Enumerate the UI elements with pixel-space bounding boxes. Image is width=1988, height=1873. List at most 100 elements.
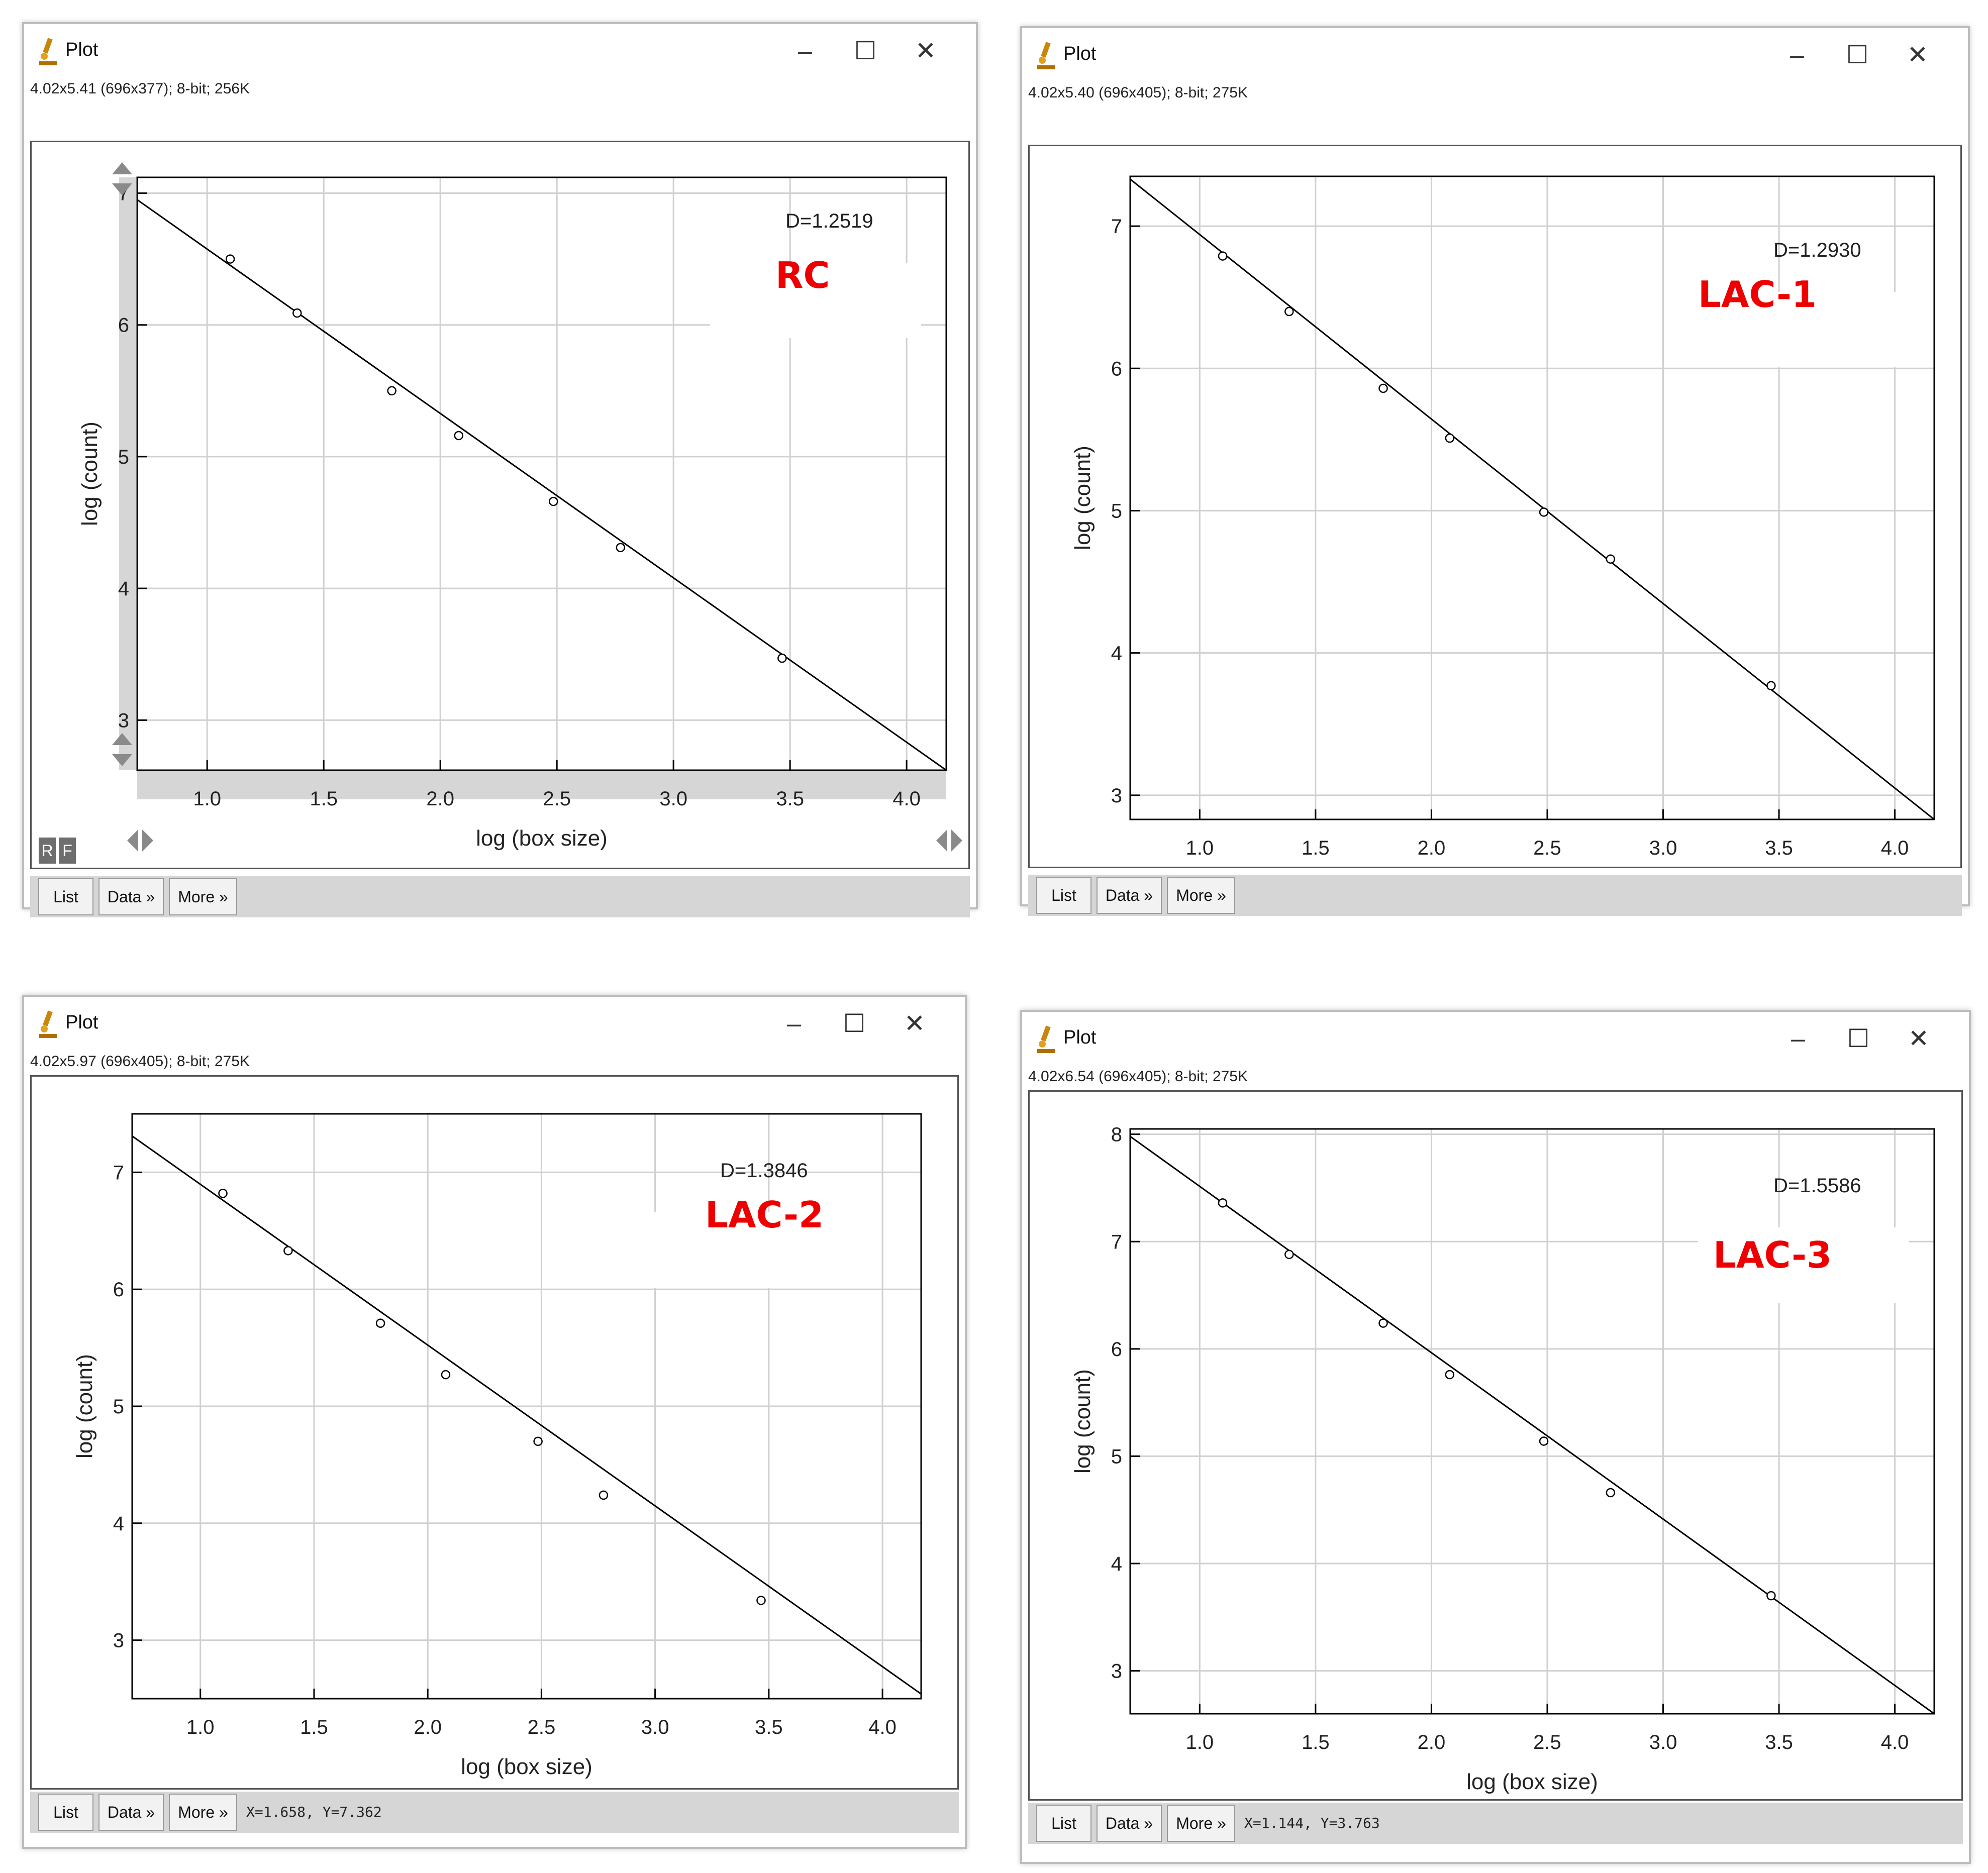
y-scroll-track[interactable] <box>119 177 136 770</box>
plot-frame <box>1129 1128 1935 1715</box>
y-zoom-in-arrow[interactable] <box>112 162 132 174</box>
image-info: 4.02x5.41 (696x377); 8-bit; 256K <box>30 80 250 97</box>
plot-canvas[interactable]: 1.0 1.5 2.0 2.5 3.0 3.5 4.0 3 4 5 6 7 8 log (box size… <box>1028 1090 1963 1801</box>
data-point <box>1766 1591 1776 1601</box>
data-button[interactable]: Data » <box>98 878 164 915</box>
x-axis-label: log (box size) <box>461 1754 592 1779</box>
y-tick-label: 7 <box>1111 216 1122 238</box>
data-point <box>1378 1318 1388 1328</box>
fit-button[interactable]: F <box>59 838 76 864</box>
microscope-icon <box>37 1009 60 1040</box>
data-button[interactable]: Data » <box>98 1794 164 1831</box>
maximize-button[interactable]: ☐ <box>1837 37 1877 72</box>
plot-window: Plot – ☐ ✕ 4.02x6.54 (696x405); 8-bit; 275K 1… <box>1020 1010 1971 1864</box>
data-point <box>548 496 558 506</box>
x-tick-label: 1.5 <box>300 1716 328 1738</box>
reset-button[interactable]: R <box>39 838 56 864</box>
sample-label: LAC-2 <box>705 1194 824 1236</box>
more-button[interactable]: More » <box>1167 877 1235 914</box>
more-button[interactable]: More » <box>1167 1805 1235 1842</box>
bottom-toolbar: List Data » More » <box>30 876 970 917</box>
maximize-button[interactable]: ☐ <box>834 1006 874 1041</box>
maximize-icon: ☐ <box>843 1009 866 1037</box>
minimize-button[interactable]: – <box>785 33 825 68</box>
list-button[interactable]: List <box>1036 1805 1091 1842</box>
data-point <box>1445 1370 1455 1380</box>
image-info: 4.02x5.40 (696x405); 8-bit; 275K <box>1028 84 1248 101</box>
title-bar[interactable]: Plot – ☐ ✕ <box>1022 1012 1969 1067</box>
y-tick-label: 5 <box>1111 500 1122 522</box>
button-label: More » <box>178 888 228 906</box>
y-axis-label: log (count) <box>1070 446 1095 550</box>
more-button[interactable]: More » <box>169 878 237 915</box>
fractal-dimension-annotation: D=1.5586 <box>1773 1175 1861 1197</box>
data-point <box>454 431 464 441</box>
y-tick-label: 5 <box>118 446 129 468</box>
x-tick-label: 1.0 <box>1186 837 1214 859</box>
data-point <box>441 1370 451 1380</box>
x-tick-label: 2.0 <box>1418 1731 1446 1753</box>
y-tick-label: 4 <box>1111 1553 1122 1575</box>
microscope-icon <box>1035 1024 1058 1055</box>
fractal-dimension-annotation: D=1.2519 <box>785 210 873 232</box>
y-zoom-out-arrow[interactable] <box>112 183 132 195</box>
close-button[interactable]: ✕ <box>906 33 946 68</box>
title-bar[interactable]: Plot – ☐ ✕ <box>24 24 976 79</box>
data-point <box>1539 1436 1549 1446</box>
y-tick-label: 4 <box>1111 643 1122 665</box>
list-button[interactable]: List <box>1036 877 1091 914</box>
window-title: Plot <box>65 1012 98 1033</box>
close-button[interactable]: ✕ <box>894 1006 935 1041</box>
x-zoom-right-arrow[interactable] <box>951 829 962 852</box>
button-label: Data » <box>107 1803 155 1821</box>
plot-window: Plot – ☐ ✕ 4.02x5.97 (696x405); 8-bit; 275K 1… <box>22 995 967 1849</box>
minimize-button[interactable]: – <box>774 1006 814 1041</box>
y-tick-label: 5 <box>113 1396 124 1418</box>
plot-frame <box>136 176 947 771</box>
x-tick-label: 3.5 <box>1765 837 1793 859</box>
list-button[interactable]: List <box>38 878 93 915</box>
microscope-icon <box>37 36 60 67</box>
maximize-button[interactable]: ☐ <box>1838 1021 1878 1056</box>
more-button[interactable]: More » <box>169 1794 237 1831</box>
x-zoom-left-arrow[interactable] <box>936 829 947 852</box>
minimize-button[interactable]: – <box>1777 37 1817 72</box>
title-bar[interactable]: Plot – ☐ ✕ <box>24 997 965 1052</box>
x-tick-label: 3.0 <box>659 788 687 810</box>
x-scroll-track[interactable] <box>137 771 946 799</box>
data-point <box>1284 1250 1294 1260</box>
x-tick-label: 2.5 <box>543 788 571 810</box>
data-button[interactable]: Data » <box>1097 877 1162 914</box>
x-tick-label: 4.0 <box>1881 1731 1909 1753</box>
y-zoom-out-arrow[interactable] <box>112 754 132 766</box>
cursor-coordinates: X=1.658, Y=7.362 <box>246 1804 382 1820</box>
data-button[interactable]: Data » <box>1097 1805 1162 1842</box>
x-zoom-left-arrow[interactable] <box>127 829 138 852</box>
close-icon: ✕ <box>915 37 936 65</box>
x-tick-label: 2.5 <box>528 1716 556 1738</box>
minimize-button[interactable]: – <box>1778 1021 1818 1056</box>
sample-label: RC <box>775 254 830 296</box>
x-zoom-right-arrow[interactable] <box>142 829 153 852</box>
plot-window: Plot – ☐ ✕ 4.02x5.40 (696x405); 8-bit; 275K 1… <box>1020 26 1970 916</box>
regression-line <box>1130 1135 1935 1715</box>
maximize-button[interactable]: ☐ <box>845 33 885 68</box>
x-tick-label: 3.5 <box>755 1716 783 1738</box>
title-bar[interactable]: Plot – ☐ ✕ <box>1022 28 1968 83</box>
data-point <box>1378 383 1388 393</box>
y-axis-label: log (count) <box>77 422 102 526</box>
y-tick-label: 5 <box>1111 1445 1122 1468</box>
window-title: Plot <box>1063 43 1097 64</box>
close-button[interactable]: ✕ <box>1899 1021 1939 1056</box>
bottom-toolbar: List Data » More » X=1.658, Y=7.362 <box>30 1792 959 1833</box>
close-button[interactable]: ✕ <box>1898 37 1938 72</box>
button-label: R <box>41 842 53 860</box>
x-tick-label: 3.0 <box>1649 1731 1677 1753</box>
y-zoom-in-arrow[interactable] <box>112 733 132 745</box>
list-button[interactable]: List <box>38 1794 93 1831</box>
y-axis-label: log (count) <box>1070 1369 1095 1474</box>
sample-label: LAC-1 <box>1698 273 1817 316</box>
